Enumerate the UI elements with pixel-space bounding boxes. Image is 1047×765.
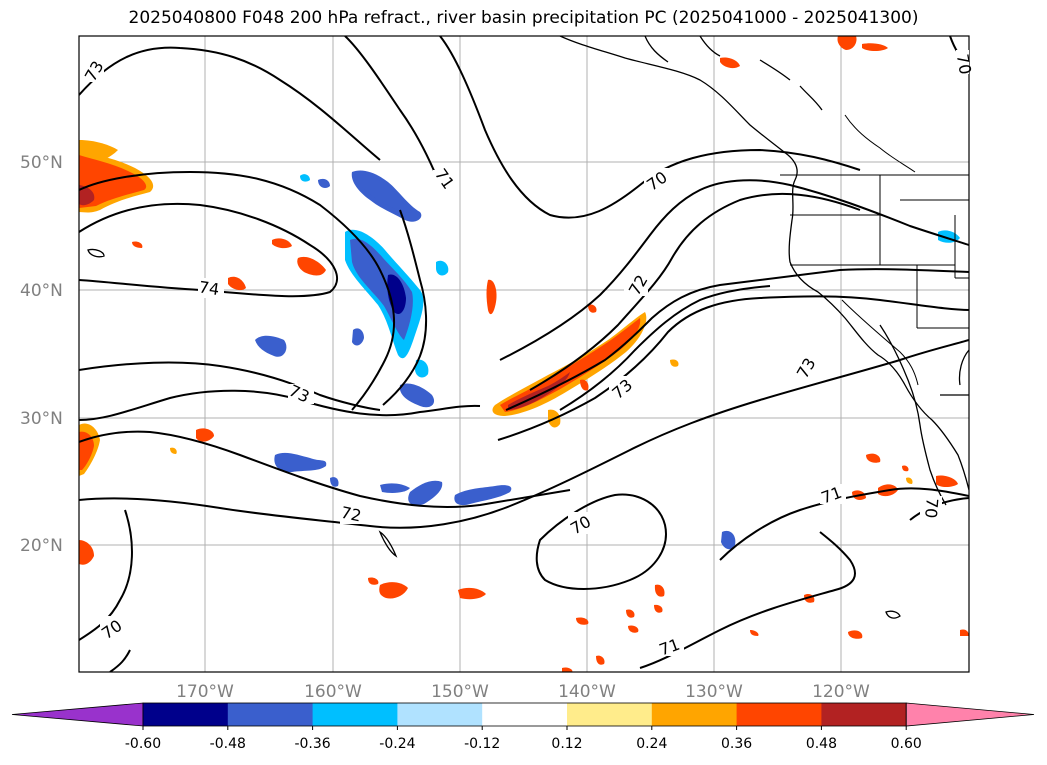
coastlines	[87, 36, 969, 619]
colorbar-tick-label: 0.48	[806, 736, 837, 752]
state-borders	[780, 114, 969, 386]
colorbar-segment	[567, 703, 653, 726]
lon-label: 170°W	[176, 682, 234, 702]
contour-label: 72	[339, 503, 363, 526]
colorbar-outline	[142, 702, 907, 727]
colorbar-segment	[397, 703, 483, 726]
colorbar-extend-low	[11, 702, 144, 727]
map-frame	[78, 35, 970, 673]
colorbar-ticks: -0.60 -0.48 -0.36 -0.24 -0.12 0.12 0.24 0.36 0.4…	[125, 726, 922, 752]
lon-label: 140°W	[558, 682, 616, 702]
colorbar-segment	[227, 703, 314, 726]
colorbar-tick-label: 0.24	[636, 736, 667, 752]
colorbar: -0.60 -0.48 -0.36 -0.24 -0.12 0.12 0.24 0.36 0.4…	[11, 702, 1035, 752]
colorbar-segment	[821, 703, 907, 726]
longitude-labels: 170°W 160°W 150°W 140°W 130°W 120°W	[176, 682, 870, 702]
negative-precip-patches	[255, 170, 960, 550]
gridlines	[79, 36, 969, 672]
contour-label: 70	[921, 497, 942, 519]
map-background	[79, 36, 969, 672]
colorbar-segment	[482, 703, 568, 726]
colorbar-tick-label: 0.12	[551, 736, 582, 752]
colorbar-tick-label: -0.36	[294, 736, 330, 752]
colorbar-tick-label: -0.48	[210, 736, 246, 752]
lat-label: 50°N	[20, 153, 63, 173]
colorbar-extend-high	[905, 702, 1035, 727]
colorbar-tick-label: -0.60	[125, 736, 161, 752]
lon-label: 150°W	[431, 682, 489, 702]
map-panel	[78, 35, 970, 673]
colorbar-segment	[143, 703, 229, 726]
lat-label: 20°N	[20, 536, 63, 556]
map-title: 2025040800 F048 200 hPa refract., river …	[128, 8, 919, 28]
latitude-labels: 50°N 40°N 30°N 20°N	[20, 153, 63, 556]
colorbar-segment	[736, 703, 822, 726]
lon-label: 130°W	[685, 682, 743, 702]
colorbar-segment	[651, 703, 738, 726]
lon-label: 120°W	[812, 682, 870, 702]
colorbar-tick-label: 0.36	[721, 736, 752, 752]
colorbar-tick-label: -0.12	[464, 736, 500, 752]
contour-label: 70	[953, 53, 975, 76]
lat-label: 30°N	[20, 409, 63, 429]
colorbar-tick-label: -0.24	[379, 736, 415, 752]
contour-label: 74	[198, 277, 221, 299]
colorbar-segment	[312, 703, 398, 726]
colorbar-segments	[11, 702, 1035, 727]
lon-label: 160°W	[304, 682, 362, 702]
lat-label: 40°N	[20, 281, 63, 301]
contour-labels: 73 71 70 74 72 73 73 73 72 70 71 70 71 7…	[80, 50, 975, 660]
colorbar-tick-label: 0.60	[891, 736, 922, 752]
